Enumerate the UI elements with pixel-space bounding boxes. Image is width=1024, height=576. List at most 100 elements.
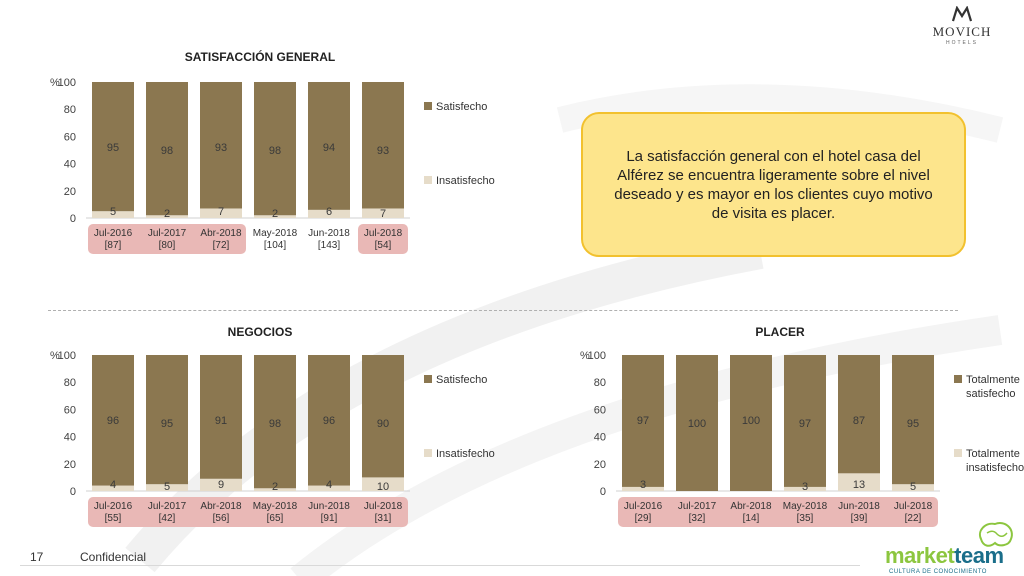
y-tick-label: 80 (64, 377, 76, 389)
y-unit-label: % (50, 77, 60, 89)
x-base-label: [35] (797, 513, 814, 524)
legend-label-main: Satisfecho (436, 374, 487, 386)
x-base-label: [14] (743, 513, 760, 524)
y-unit-label: % (580, 350, 590, 362)
y-tick-label: 40 (594, 432, 606, 444)
x-base-label: [143] (318, 240, 340, 251)
data-label-main: 90 (377, 418, 389, 430)
x-base-label: [104] (264, 240, 286, 251)
bar-main (362, 82, 404, 209)
legend-label-main: Satisfecho (436, 101, 487, 113)
x-base-label: [22] (905, 513, 922, 524)
x-category-label: May-2018 (253, 501, 298, 512)
category-highlight (88, 224, 246, 254)
chart-placer: 020406080100%973Jul-2016[29]100Jul-2017[… (580, 350, 1024, 527)
x-category-label: Jul-2018 (364, 228, 403, 239)
x-category-label: May-2018 (253, 228, 298, 239)
bar-minor (622, 486, 664, 491)
x-category-label: Jul-2016 (94, 501, 133, 512)
bar-main (362, 355, 404, 478)
y-tick-label: 100 (58, 77, 76, 89)
data-label-main: 91 (215, 415, 227, 427)
x-category-label: Jul-2018 (364, 501, 403, 512)
bar-minor (92, 485, 134, 491)
partner-name-b: team (954, 543, 1004, 568)
x-category-label: Abr-2018 (200, 501, 242, 512)
bar-main (892, 355, 934, 485)
x-base-label: [42] (159, 513, 176, 524)
data-label-main: 95 (161, 418, 173, 430)
y-tick-label: 40 (64, 432, 76, 444)
bar-main (676, 355, 718, 491)
x-category-label: Jun-2018 (308, 228, 350, 239)
legend-swatch-main (954, 375, 962, 383)
partner-tagline: CULTURA DE CONOCIMIENTO (889, 569, 987, 575)
bar-minor (146, 484, 188, 491)
bar-main (254, 82, 296, 216)
confidential-label: Confidencial (80, 550, 147, 564)
data-label-main: 100 (742, 415, 760, 427)
bar-minor (254, 488, 296, 491)
bar-main (308, 355, 350, 486)
data-label-minor: 5 (910, 481, 916, 493)
x-base-label: [65] (267, 513, 284, 524)
brand-name: MOVICH (932, 24, 992, 39)
data-label-minor: 6 (326, 206, 332, 218)
bar-minor (200, 478, 242, 491)
y-tick-label: 0 (70, 486, 76, 498)
data-label-main: 87 (853, 415, 865, 427)
x-category-label: Jul-2017 (148, 501, 187, 512)
legend-label-minor: Insatisfecho (436, 175, 495, 187)
bar-minor (362, 477, 404, 491)
x-base-label: [55] (105, 513, 122, 524)
chart-title-general: SATISFACCIÓN GENERAL (184, 50, 336, 64)
bar-minor (308, 209, 350, 218)
bar-minor (362, 208, 404, 218)
data-label-main: 98 (161, 145, 173, 157)
bar-minor (892, 484, 934, 491)
x-base-label: [56] (213, 513, 230, 524)
legend-swatch-minor (424, 176, 432, 184)
x-category-label: Jul-2018 (894, 501, 933, 512)
x-base-label: [72] (213, 240, 230, 251)
x-base-label: [32] (689, 513, 706, 524)
bar-main (730, 355, 772, 491)
bar-minor (92, 211, 134, 218)
y-tick-label: 0 (70, 213, 76, 225)
y-tick-label: 60 (64, 404, 76, 416)
y-tick-label: 60 (64, 131, 76, 143)
y-tick-label: 40 (64, 159, 76, 171)
insight-callout-text: La satisfacción general con el hotel cas… (614, 147, 933, 222)
x-category-label: Jul-2016 (94, 228, 133, 239)
data-label-minor: 13 (853, 479, 865, 491)
bar-main (622, 355, 664, 487)
data-label-main: 94 (323, 142, 335, 154)
section-divider (48, 310, 958, 311)
data-label-minor: 7 (380, 208, 386, 220)
legend-label-main: satisfecho (966, 388, 1016, 400)
data-label-minor: 10 (377, 481, 389, 493)
x-base-label: [54] (375, 240, 392, 251)
data-label-main: 95 (907, 418, 919, 430)
legend-label-minor: insatisfecho (966, 462, 1024, 474)
footer-rule (20, 565, 860, 566)
x-base-label: [91] (321, 513, 338, 524)
data-label-main: 93 (377, 145, 389, 157)
page-number: 17 (30, 550, 44, 564)
x-base-label: [29] (635, 513, 652, 524)
legend-swatch-main (424, 102, 432, 110)
brand-logo: MOVICH HOTELS (922, 5, 1002, 46)
chart-negocios: 020406080100%964Jul-2016[55]955Jul-2017[… (50, 350, 495, 527)
y-unit-label: % (50, 350, 60, 362)
chart-satisfaccion-general: 020406080100%955Jul-2016[87]982Jul-2017[… (50, 77, 495, 254)
data-label-main: 98 (269, 145, 281, 157)
data-label-main: 97 (799, 418, 811, 430)
data-label-minor: 5 (164, 481, 170, 493)
category-highlight (88, 497, 408, 527)
x-category-label: Jun-2018 (308, 501, 350, 512)
x-category-label: Abr-2018 (730, 501, 772, 512)
legend-label-minor: Totalmente (966, 448, 1020, 460)
data-label-minor: 9 (218, 479, 224, 491)
data-label-minor: 2 (272, 208, 278, 220)
bar-minor (254, 215, 296, 218)
